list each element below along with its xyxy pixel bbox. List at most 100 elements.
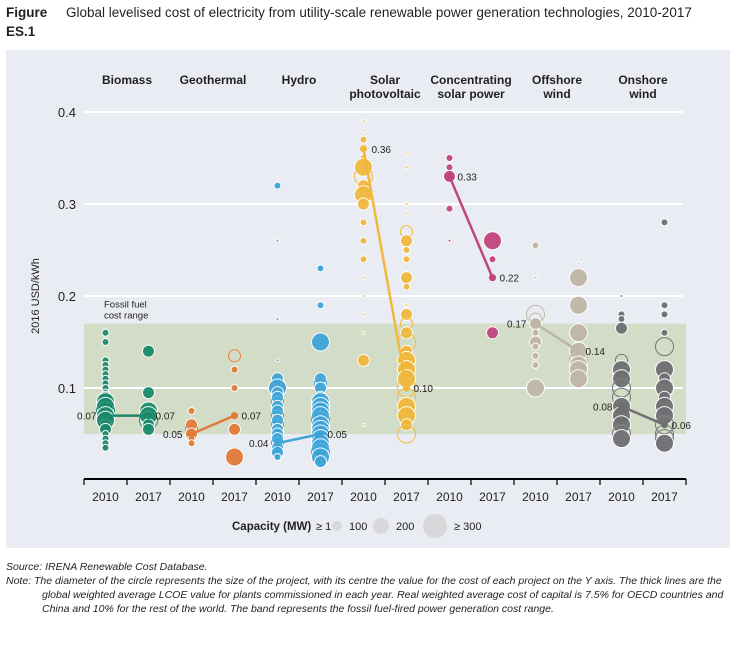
project-bubble	[143, 387, 155, 399]
average-point-2017	[661, 421, 668, 428]
project-bubble	[570, 370, 588, 388]
y-tick-label: 0.4	[58, 105, 76, 120]
category-header: wind	[628, 87, 656, 101]
project-bubble	[577, 262, 580, 265]
project-bubble	[405, 166, 408, 169]
project-bubble	[362, 129, 365, 132]
project-bubble	[315, 456, 327, 468]
x-tick-label: 2017	[221, 490, 248, 504]
average-point-2010	[532, 320, 539, 327]
project-bubble	[570, 324, 588, 342]
project-bubble	[102, 444, 109, 451]
x-tick-label: 2010	[350, 490, 377, 504]
project-bubble	[231, 366, 238, 373]
average-label-2017: 0.05	[328, 430, 348, 441]
x-tick-label: 2010	[264, 490, 291, 504]
project-bubble	[317, 265, 324, 272]
x-tick-label: 2010	[436, 490, 463, 504]
project-bubble	[362, 313, 365, 316]
average-label-2017: 0.07	[242, 412, 262, 423]
x-tick-label: 2017	[135, 490, 162, 504]
project-bubble	[401, 308, 413, 320]
legend-entry: 200	[396, 521, 414, 533]
project-bubble	[403, 256, 410, 263]
project-bubble	[616, 322, 628, 334]
project-bubble	[532, 352, 539, 359]
y-tick-label: 0.1	[58, 381, 76, 396]
project-bubble	[656, 434, 674, 452]
project-bubble	[360, 136, 367, 143]
y-axis-label: 2016 USD/kWh	[30, 258, 42, 334]
project-bubble	[226, 448, 244, 466]
project-bubble	[401, 272, 413, 284]
average-label-2017: 0.07	[156, 412, 176, 423]
figure-footer: Source: IRENA Renewable Cost Database. N…	[6, 560, 726, 616]
project-bubble	[358, 354, 370, 366]
category-header: Hydro	[282, 73, 317, 87]
average-point-2010	[188, 431, 195, 438]
project-bubble	[102, 339, 109, 346]
x-tick-label: 2017	[479, 490, 506, 504]
project-bubble	[661, 219, 668, 226]
average-label-2017: 0.22	[500, 274, 520, 285]
y-tick-label: 0.3	[58, 197, 76, 212]
average-label-2010: 0.04	[249, 439, 269, 450]
project-bubble	[274, 182, 281, 189]
x-tick-label: 2010	[522, 490, 549, 504]
project-bubble	[448, 239, 451, 242]
average-label-2017: 0.06	[672, 421, 692, 432]
average-point-2017	[575, 348, 582, 355]
category-header: Onshore	[618, 73, 668, 87]
project-bubble	[358, 198, 370, 210]
project-bubble	[446, 155, 453, 162]
average-label-2017: 0.14	[586, 347, 606, 358]
average-point-2010	[102, 412, 109, 419]
project-bubble	[661, 302, 668, 309]
average-label-2010: 0.36	[372, 145, 392, 156]
average-point-2010	[360, 145, 367, 152]
average-point-2017	[403, 385, 410, 392]
average-label-2010: 0.17	[507, 320, 527, 331]
category-header: photovoltaic	[349, 87, 421, 101]
source-text: Source: IRENA Renewable Cost Database.	[6, 560, 726, 574]
project-bubble	[362, 120, 365, 123]
legend-bubble	[332, 521, 342, 531]
project-bubble	[534, 276, 537, 279]
average-label-2010: 0.08	[593, 402, 613, 413]
project-bubble	[274, 454, 281, 461]
project-bubble	[362, 276, 365, 279]
project-bubble	[405, 203, 408, 206]
legend-bubble	[373, 518, 389, 534]
weighted-average-line	[450, 176, 493, 277]
category-header: Offshore	[532, 73, 582, 87]
average-point-2010	[446, 173, 453, 180]
project-bubble	[143, 423, 155, 435]
project-bubble	[405, 304, 408, 307]
project-bubble	[618, 316, 625, 323]
project-bubble	[446, 164, 453, 171]
project-bubble	[570, 269, 588, 287]
project-bubble	[403, 247, 410, 254]
project-bubble	[484, 232, 502, 250]
project-bubble	[188, 440, 195, 447]
project-bubble	[362, 331, 365, 334]
category-header: solar power	[437, 87, 505, 101]
x-tick-label: 2010	[178, 490, 205, 504]
project-bubble	[487, 327, 499, 339]
project-bubble	[532, 242, 539, 249]
project-bubble	[360, 256, 367, 263]
project-bubble	[188, 408, 195, 415]
project-bubble	[362, 295, 365, 298]
average-point-2017	[489, 274, 496, 281]
project-bubble	[143, 345, 155, 357]
legend-entry: ≥ 300	[454, 521, 481, 533]
average-point-2017	[317, 431, 324, 438]
project-bubble	[532, 343, 539, 350]
y-tick-label: 0.2	[58, 289, 76, 304]
project-bubble	[401, 235, 413, 247]
note-text: Note: The diameter of the circle represe…	[6, 574, 726, 616]
average-point-2010	[274, 440, 281, 447]
average-label-2010: 0.07	[77, 412, 97, 423]
x-tick-label: 2017	[393, 490, 420, 504]
x-tick-label: 2017	[307, 490, 334, 504]
